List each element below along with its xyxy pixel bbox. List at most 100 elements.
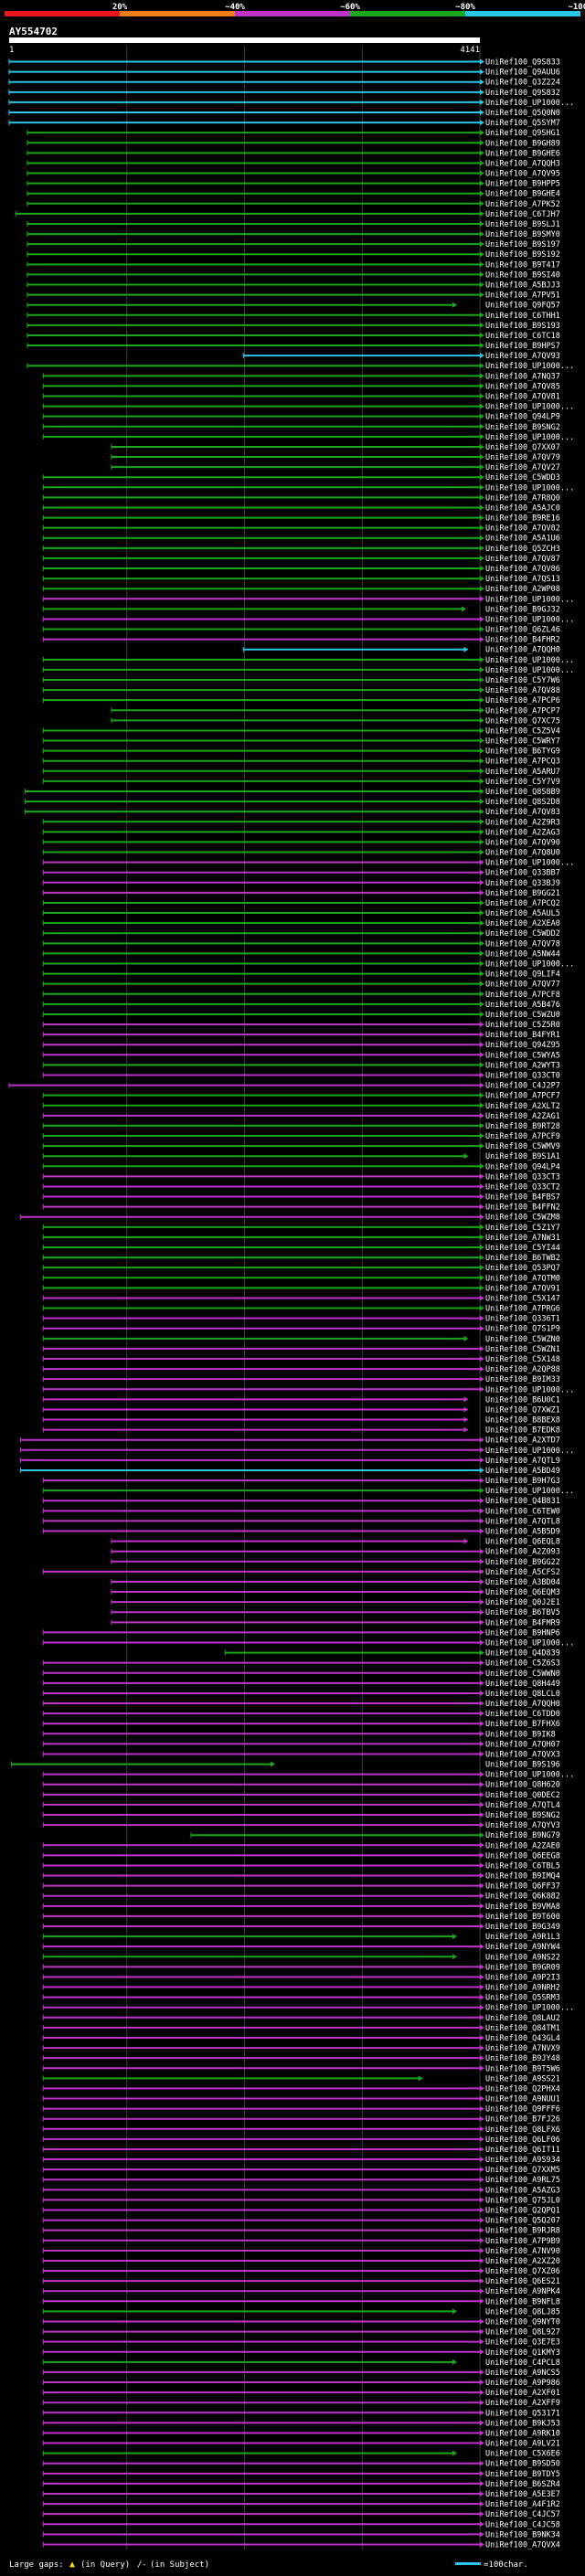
hit-label[interactable]: UniRef100_A7QQH3 — [485, 159, 560, 168]
hit-label[interactable]: UniRef100_B9S192 — [485, 250, 560, 260]
hit-label[interactable]: UniRef100_A7QQH0 — [485, 646, 560, 655]
hit-label[interactable]: UniRef100_Q6ES21 — [485, 2277, 560, 2286]
hit-label[interactable]: UniRef100_C6THH1 — [485, 312, 560, 321]
hit-label[interactable]: UniRef100_A5A1U6 — [485, 535, 560, 544]
hit-label[interactable]: UniRef100_A5NW44 — [485, 949, 560, 959]
hit-label[interactable]: UniRef100_B9GJ32 — [485, 605, 560, 614]
hit-label[interactable]: UniRef100_B6SZR4 — [485, 2480, 560, 2489]
hit-label[interactable]: UniRef100_A7PCQ3 — [485, 758, 560, 767]
hit-label[interactable]: UniRef100_A9S934 — [485, 2156, 560, 2165]
hit-label[interactable]: UniRef100_A7QS13 — [485, 575, 560, 584]
hit-label[interactable]: UniRef100_B9GHE4 — [485, 190, 560, 199]
hit-label[interactable]: UniRef100_A5AZG3 — [485, 2186, 560, 2195]
hit-label[interactable]: UniRef100_B9RE16 — [485, 514, 560, 524]
hit-label[interactable]: UniRef100_B9S196 — [485, 1761, 560, 1770]
hit-label[interactable]: UniRef100_A7QTM0 — [485, 1274, 560, 1283]
hit-label[interactable]: UniRef100_A7QVX4 — [485, 2540, 560, 2549]
hit-label[interactable]: UniRef100_A2ZAG3 — [485, 828, 560, 837]
hit-label[interactable]: UniRef100_UP1000... — [485, 656, 574, 665]
hit-label[interactable]: UniRef100_UP1000... — [485, 615, 574, 624]
hit-label[interactable]: UniRef100_Q9SHG1 — [485, 129, 560, 138]
hit-label[interactable]: UniRef100_UP1000... — [485, 960, 574, 970]
hit-label[interactable]: UniRef100_A7PRG6 — [485, 1305, 560, 1314]
hit-label[interactable]: UniRef100_B4FFN2 — [485, 1203, 560, 1213]
hit-label[interactable]: UniRef100_Q7XX07 — [485, 443, 560, 452]
hit-label[interactable]: UniRef100_C4JC58 — [485, 2520, 560, 2529]
hit-label[interactable]: UniRef100_C6TDD0 — [485, 1710, 560, 1719]
hit-label[interactable]: UniRef100_B9JY48 — [485, 2054, 560, 2063]
hit-label[interactable]: UniRef100_C5WDD2 — [485, 929, 560, 938]
hit-label[interactable]: UniRef100_A2WYT3 — [485, 1061, 560, 1070]
hit-label[interactable]: UniRef100_A7QV87 — [485, 555, 560, 564]
hit-label[interactable]: UniRef100_C5WZN1 — [485, 1345, 560, 1354]
hit-label[interactable]: UniRef100_A9SS21 — [485, 2074, 560, 2083]
hit-label[interactable]: UniRef100_B9S1A1 — [485, 1152, 560, 1161]
hit-label[interactable]: UniRef100_UP1000... — [485, 666, 574, 675]
hit-label[interactable]: UniRef100_B6TWB2 — [485, 1254, 560, 1263]
hit-label[interactable]: UniRef100_A5ARU7 — [485, 768, 560, 777]
hit-label[interactable]: UniRef100_B9SLJ1 — [485, 220, 560, 229]
hit-label[interactable]: UniRef100_C5Y7V9 — [485, 778, 560, 787]
hit-label[interactable]: UniRef100_Q9FQ57 — [485, 302, 560, 311]
hit-label[interactable]: UniRef100_B9VMA8 — [485, 1903, 560, 1912]
hit-label[interactable]: UniRef100_C5Z5R0 — [485, 1021, 560, 1030]
hit-label[interactable]: UniRef100_Q6EEG8 — [485, 1851, 560, 1860]
hit-label[interactable]: UniRef100_A2ZAG1 — [485, 1112, 560, 1121]
hit-label[interactable]: UniRef100_A5B5D9 — [485, 1528, 560, 1537]
hit-label[interactable]: UniRef100_Q5Q207 — [485, 2217, 560, 2226]
hit-label[interactable]: UniRef100_A5BD49 — [485, 1467, 560, 1476]
hit-label[interactable]: UniRef100_C6TEW0 — [485, 1507, 560, 1516]
hit-label[interactable]: UniRef100_B9H7G3 — [485, 1477, 560, 1486]
hit-label[interactable]: UniRef100_UP1000... — [485, 595, 574, 604]
hit-label[interactable]: UniRef100_C5X147 — [485, 1294, 560, 1303]
hit-label[interactable]: UniRef100_Q8LFX6 — [485, 2125, 560, 2135]
hit-label[interactable]: UniRef100_A7QV83 — [485, 808, 560, 817]
hit-label[interactable]: UniRef100_C5WDD3 — [485, 473, 560, 482]
hit-label[interactable]: UniRef100_Q6EQM3 — [485, 1588, 560, 1597]
hit-label[interactable]: UniRef100_B8BEX8 — [485, 1416, 560, 1426]
hit-label[interactable]: UniRef100_A2XLT2 — [485, 1102, 560, 1111]
hit-label[interactable]: UniRef100_A2ZAE0 — [485, 1841, 560, 1850]
hit-label[interactable]: UniRef100_B9GG21 — [485, 889, 560, 898]
hit-label[interactable]: UniRef100_Q33CT3 — [485, 1172, 560, 1182]
hit-label[interactable]: UniRef100_A7NW31 — [485, 1234, 560, 1243]
hit-label[interactable]: UniRef100_A5CFS2 — [485, 1568, 560, 1577]
hit-label[interactable]: UniRef100_UP1000... — [485, 1487, 574, 1496]
hit-label[interactable]: UniRef100_B4FBS7 — [485, 1193, 560, 1203]
hit-label[interactable]: UniRef100_A2Z9R3 — [485, 818, 560, 827]
hit-label[interactable]: UniRef100_A7NVX9 — [485, 2044, 560, 2053]
hit-label[interactable]: UniRef100_A7QV81 — [485, 392, 560, 401]
hit-label[interactable]: UniRef100_B9SMY0 — [485, 230, 560, 239]
hit-label[interactable]: UniRef100_C5WZU0 — [485, 1011, 560, 1020]
hit-label[interactable]: UniRef100_B7EDK8 — [485, 1426, 560, 1436]
hit-label[interactable]: UniRef100_Q75JL0 — [485, 2196, 560, 2205]
hit-label[interactable]: UniRef100_C5X148 — [485, 1355, 560, 1364]
hit-label[interactable]: UniRef100_C6TJH7 — [485, 210, 560, 219]
hit-label[interactable]: UniRef100_Q8LJ85 — [485, 2307, 560, 2316]
hit-label[interactable]: UniRef100_Q9S833 — [485, 58, 560, 68]
hit-label[interactable]: UniRef100_UP1000... — [485, 483, 574, 493]
hit-label[interactable]: UniRef100_Q8S8B9 — [485, 788, 560, 797]
hit-label[interactable]: UniRef100_A7QH07 — [485, 1740, 560, 1749]
hit-label[interactable]: UniRef100_A9NS22 — [485, 1953, 560, 1962]
hit-label[interactable]: UniRef100_A5B476 — [485, 1001, 560, 1010]
hit-label[interactable]: UniRef100_B6U0C1 — [485, 1395, 560, 1405]
hit-label[interactable]: UniRef100_A7PCP7 — [485, 706, 560, 716]
hit-label[interactable]: UniRef100_Q5SYM7 — [485, 119, 560, 128]
hit-label[interactable]: UniRef100_B9T5W6 — [485, 2064, 560, 2073]
hit-label[interactable]: UniRef100_UP1000... — [485, 1385, 574, 1394]
hit-label[interactable]: UniRef100_C5YI44 — [485, 1244, 560, 1253]
hit-label[interactable]: UniRef100_A2XTD7 — [485, 1436, 560, 1446]
hit-label[interactable]: UniRef100_A7QV95 — [485, 170, 560, 179]
hit-label[interactable]: UniRef100_A7QV79 — [485, 453, 560, 462]
hit-label[interactable]: UniRef100_C5X6E6 — [485, 2450, 560, 2459]
hit-label[interactable]: UniRef100_A9NYW4 — [485, 1943, 560, 1952]
hit-label[interactable]: UniRef100_Q53171 — [485, 2409, 560, 2418]
hit-label[interactable]: UniRef100_Q0DEC2 — [485, 1791, 560, 1800]
hit-label[interactable]: UniRef100_A7QV86 — [485, 565, 560, 574]
hit-label[interactable]: UniRef100_A5E3E7 — [485, 2490, 560, 2499]
hit-label[interactable]: UniRef100_A7QV91 — [485, 1284, 560, 1293]
hit-label[interactable]: UniRef100_Q8LCL0 — [485, 1690, 560, 1699]
hit-label[interactable]: UniRef100_B9RJR8 — [485, 2227, 560, 2236]
hit-label[interactable]: UniRef100_C4J2P7 — [485, 1082, 560, 1091]
